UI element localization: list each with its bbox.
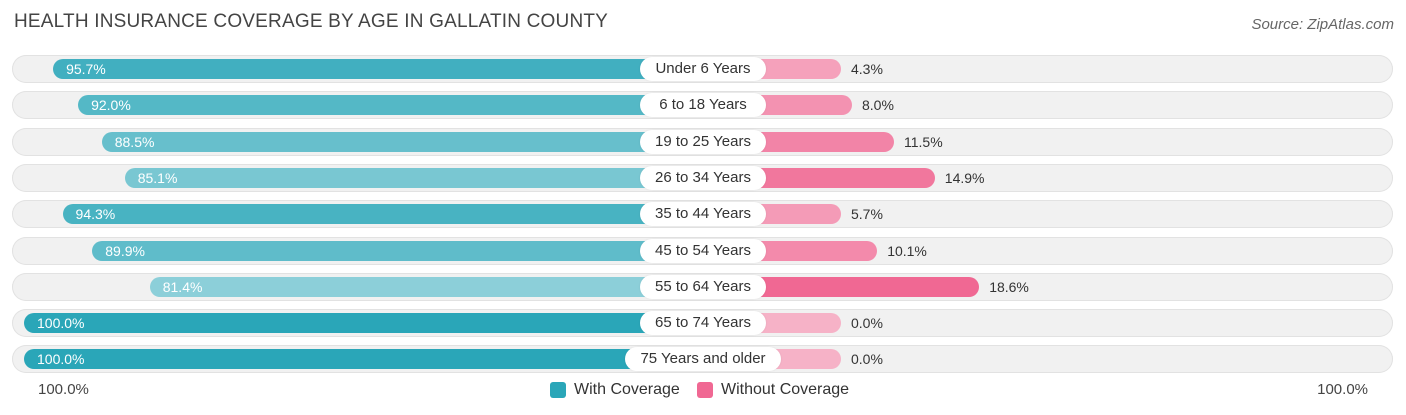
category-label: Under 6 Years bbox=[640, 57, 766, 81]
category-label: 26 to 34 Years bbox=[640, 165, 766, 190]
value-label-without-coverage: 5.7% bbox=[851, 206, 883, 223]
value-label-with-coverage: 85.1% bbox=[137, 169, 178, 186]
chart-source: Source: ZipAtlas.com bbox=[1251, 16, 1394, 33]
legend-without-coverage: Without Coverage bbox=[697, 380, 849, 400]
value-label-with-coverage: 89.9% bbox=[105, 242, 145, 259]
bar-with-coverage bbox=[149, 276, 714, 297]
value-label-with-coverage: 100.0% bbox=[37, 315, 85, 332]
category-label: 65 to 74 Years bbox=[640, 311, 766, 336]
bar-with-coverage bbox=[62, 204, 714, 225]
legend-swatch-with bbox=[550, 382, 566, 398]
legend-swatch-without bbox=[697, 382, 713, 398]
category-label: 55 to 64 Years bbox=[640, 274, 766, 299]
bar-with-coverage bbox=[24, 313, 714, 334]
legend-label-with: With Coverage bbox=[574, 381, 680, 398]
value-label-without-coverage: 0.0% bbox=[851, 315, 883, 332]
category-label: 19 to 25 Years bbox=[640, 129, 766, 154]
bar-with-coverage bbox=[124, 167, 714, 188]
value-label-without-coverage: 8.0% bbox=[862, 97, 894, 114]
value-label-with-coverage: 100.0% bbox=[37, 351, 85, 368]
value-label-with-coverage: 95.7% bbox=[66, 61, 106, 77]
value-label-with-coverage: 94.3% bbox=[75, 206, 116, 223]
axis-right-label: 100.0% bbox=[1317, 381, 1368, 398]
value-label-without-coverage: 10.1% bbox=[887, 242, 927, 259]
bar-with-coverage bbox=[24, 349, 714, 370]
legend-with-coverage: With Coverage bbox=[550, 380, 680, 400]
category-label: 6 to 18 Years bbox=[640, 93, 766, 118]
value-label-without-coverage: 18.6% bbox=[989, 278, 1029, 295]
axis-left-label: 100.0% bbox=[38, 381, 89, 398]
value-label-without-coverage: 14.9% bbox=[944, 169, 985, 186]
value-label-with-coverage: 88.5% bbox=[114, 133, 155, 150]
value-label-without-coverage: 4.3% bbox=[851, 61, 883, 77]
bar-with-coverage bbox=[53, 59, 714, 79]
bar-with-coverage bbox=[78, 95, 714, 116]
legend-label-without: Without Coverage bbox=[721, 381, 850, 398]
value-label-without-coverage: 0.0% bbox=[851, 351, 883, 368]
value-label-with-coverage: 92.0% bbox=[91, 97, 131, 114]
value-label-with-coverage: 81.4% bbox=[162, 278, 203, 295]
bar-with-coverage bbox=[92, 240, 714, 261]
category-label: 35 to 44 Years bbox=[640, 202, 766, 227]
chart-title: HEALTH INSURANCE COVERAGE BY AGE IN GALL… bbox=[14, 11, 609, 32]
category-label: 75 Years and older bbox=[625, 347, 781, 372]
bar-with-coverage bbox=[101, 131, 714, 152]
value-label-without-coverage: 11.5% bbox=[904, 133, 943, 150]
category-label: 45 to 54 Years bbox=[640, 238, 766, 263]
